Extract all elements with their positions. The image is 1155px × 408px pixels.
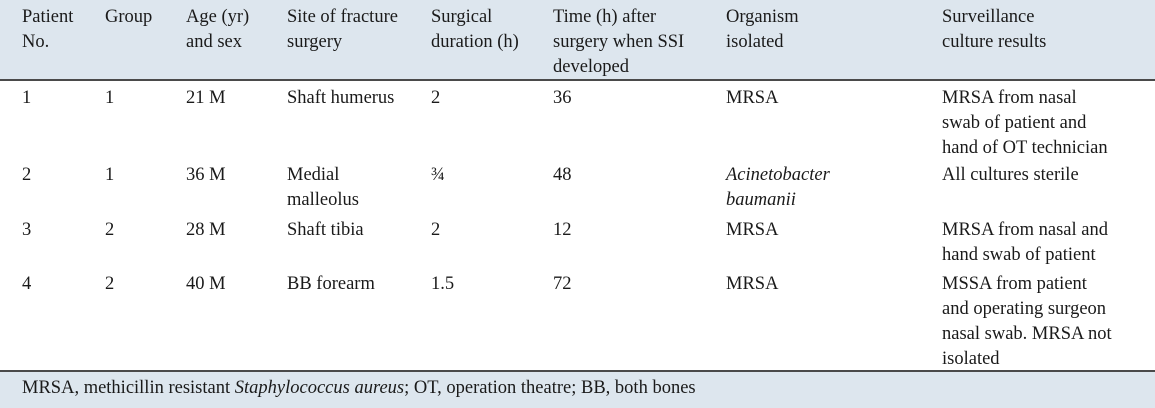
- header-line: duration (h): [431, 32, 519, 52]
- header-group: Group: [105, 5, 152, 30]
- cell-group: 2: [105, 220, 115, 240]
- cell-time: 72: [553, 274, 572, 294]
- cell-patient: 2: [22, 165, 32, 185]
- cell-organism: MRSA: [726, 272, 778, 297]
- cell-group: 2: [105, 274, 115, 294]
- header-line: surgery when SSI: [553, 32, 685, 52]
- cell-duration: 2: [431, 88, 441, 108]
- header-site: Site of fracture surgery: [287, 5, 398, 55]
- header-duration: Surgical duration (h): [431, 5, 519, 55]
- cell-line: malleolus: [287, 190, 359, 210]
- cell-line: swab of patient and: [942, 113, 1087, 133]
- header-patient-no: Patient No.: [22, 5, 73, 55]
- cell-line: Shaft tibia: [287, 220, 364, 240]
- header-line: Site of fracture: [287, 7, 398, 27]
- cell-line: Acinetobacter: [726, 165, 830, 185]
- cell-surveillance: MRSA from nasal and hand swab of patient: [942, 218, 1108, 268]
- cell-site: Shaft humerus: [287, 86, 394, 111]
- cell-site: Shaft tibia: [287, 218, 364, 243]
- cell-organism: MRSA: [726, 218, 778, 243]
- cell-age-sex: 28 M: [186, 220, 226, 240]
- cell-line: hand swab of patient: [942, 245, 1096, 265]
- cell-surveillance: MRSA from nasal swab of patient and hand…: [942, 86, 1108, 161]
- cell-organism: MRSA: [726, 86, 778, 111]
- cell-line: MRSA: [726, 88, 779, 108]
- cell-surveillance: All cultures sterile: [942, 163, 1079, 188]
- footnote-italic-text: Staphylococcus aureus: [234, 378, 405, 398]
- header-line: and sex: [186, 32, 242, 52]
- cell-duration: ¾: [431, 165, 445, 185]
- header-organism: Organism isolated: [726, 5, 799, 55]
- footer-rule: [0, 370, 1155, 372]
- cell-line: MRSA: [726, 274, 779, 294]
- cell-line: MSSA from patient: [942, 274, 1087, 294]
- cell-line: hand of OT technician: [942, 138, 1108, 158]
- cell-line: All cultures sterile: [942, 165, 1079, 185]
- cell-patient: 1: [22, 88, 32, 108]
- header-line: No.: [22, 32, 50, 52]
- header-line: surgery: [287, 32, 343, 52]
- cell-line: Shaft humerus: [287, 88, 395, 108]
- cell-site: Medial malleolus: [287, 163, 359, 213]
- header-time: Time (h) after surgery when SSI develope…: [553, 5, 684, 80]
- table-footer: [0, 372, 1155, 408]
- cell-line: Medial: [287, 165, 340, 185]
- cell-line: MRSA: [726, 220, 779, 240]
- header-line: isolated: [726, 32, 784, 52]
- header-rule: [0, 79, 1155, 81]
- header-line: Group: [105, 7, 153, 27]
- header-line: Age (yr): [186, 7, 250, 27]
- cell-patient: 4: [22, 274, 32, 294]
- cell-organism: Acinetobacter baumanii: [726, 163, 830, 213]
- header-line: Patient: [22, 7, 74, 27]
- cell-patient: 3: [22, 220, 32, 240]
- cell-age-sex: 21 M: [186, 88, 226, 108]
- cell-duration: 2: [431, 220, 441, 240]
- cell-line: MRSA from nasal and: [942, 220, 1108, 240]
- cell-line: baumanii: [726, 190, 796, 210]
- cell-duration: 1.5: [431, 274, 455, 294]
- cell-age-sex: 40 M: [186, 274, 226, 294]
- header-surveillance: Surveillance culture results: [942, 5, 1046, 55]
- cell-line: and operating surgeon: [942, 299, 1107, 319]
- cell-time: 48: [553, 165, 572, 185]
- cell-line: BB forearm: [287, 274, 375, 294]
- footnote-text: ; OT, operation theatre; BB, both bones: [404, 378, 696, 398]
- cell-line: nasal swab. MRSA not: [942, 324, 1112, 344]
- footnote-text: MRSA, methicillin resistant: [22, 378, 235, 398]
- table-header: Patient No. Group Age (yr) and sex Site …: [0, 0, 1155, 79]
- cell-line: MRSA from nasal: [942, 88, 1077, 108]
- header-line: Surveillance: [942, 7, 1035, 27]
- cell-line: isolated: [942, 349, 1000, 369]
- cell-time: 12: [553, 220, 572, 240]
- cell-surveillance: MSSA from patient and operating surgeon …: [942, 272, 1112, 372]
- header-line: Time (h) after: [553, 7, 657, 27]
- header-age-sex: Age (yr) and sex: [186, 5, 249, 55]
- table-footnote: MRSA, methicillin resistant Staphylococc…: [22, 376, 696, 401]
- cell-time: 36: [553, 88, 572, 108]
- cell-group: 1: [105, 88, 115, 108]
- header-line: Surgical: [431, 7, 493, 27]
- header-line: developed: [553, 57, 630, 77]
- header-line: Organism: [726, 7, 799, 27]
- cell-group: 1: [105, 165, 115, 185]
- cell-age-sex: 36 M: [186, 165, 226, 185]
- cell-site: BB forearm: [287, 272, 375, 297]
- header-line: culture results: [942, 32, 1047, 52]
